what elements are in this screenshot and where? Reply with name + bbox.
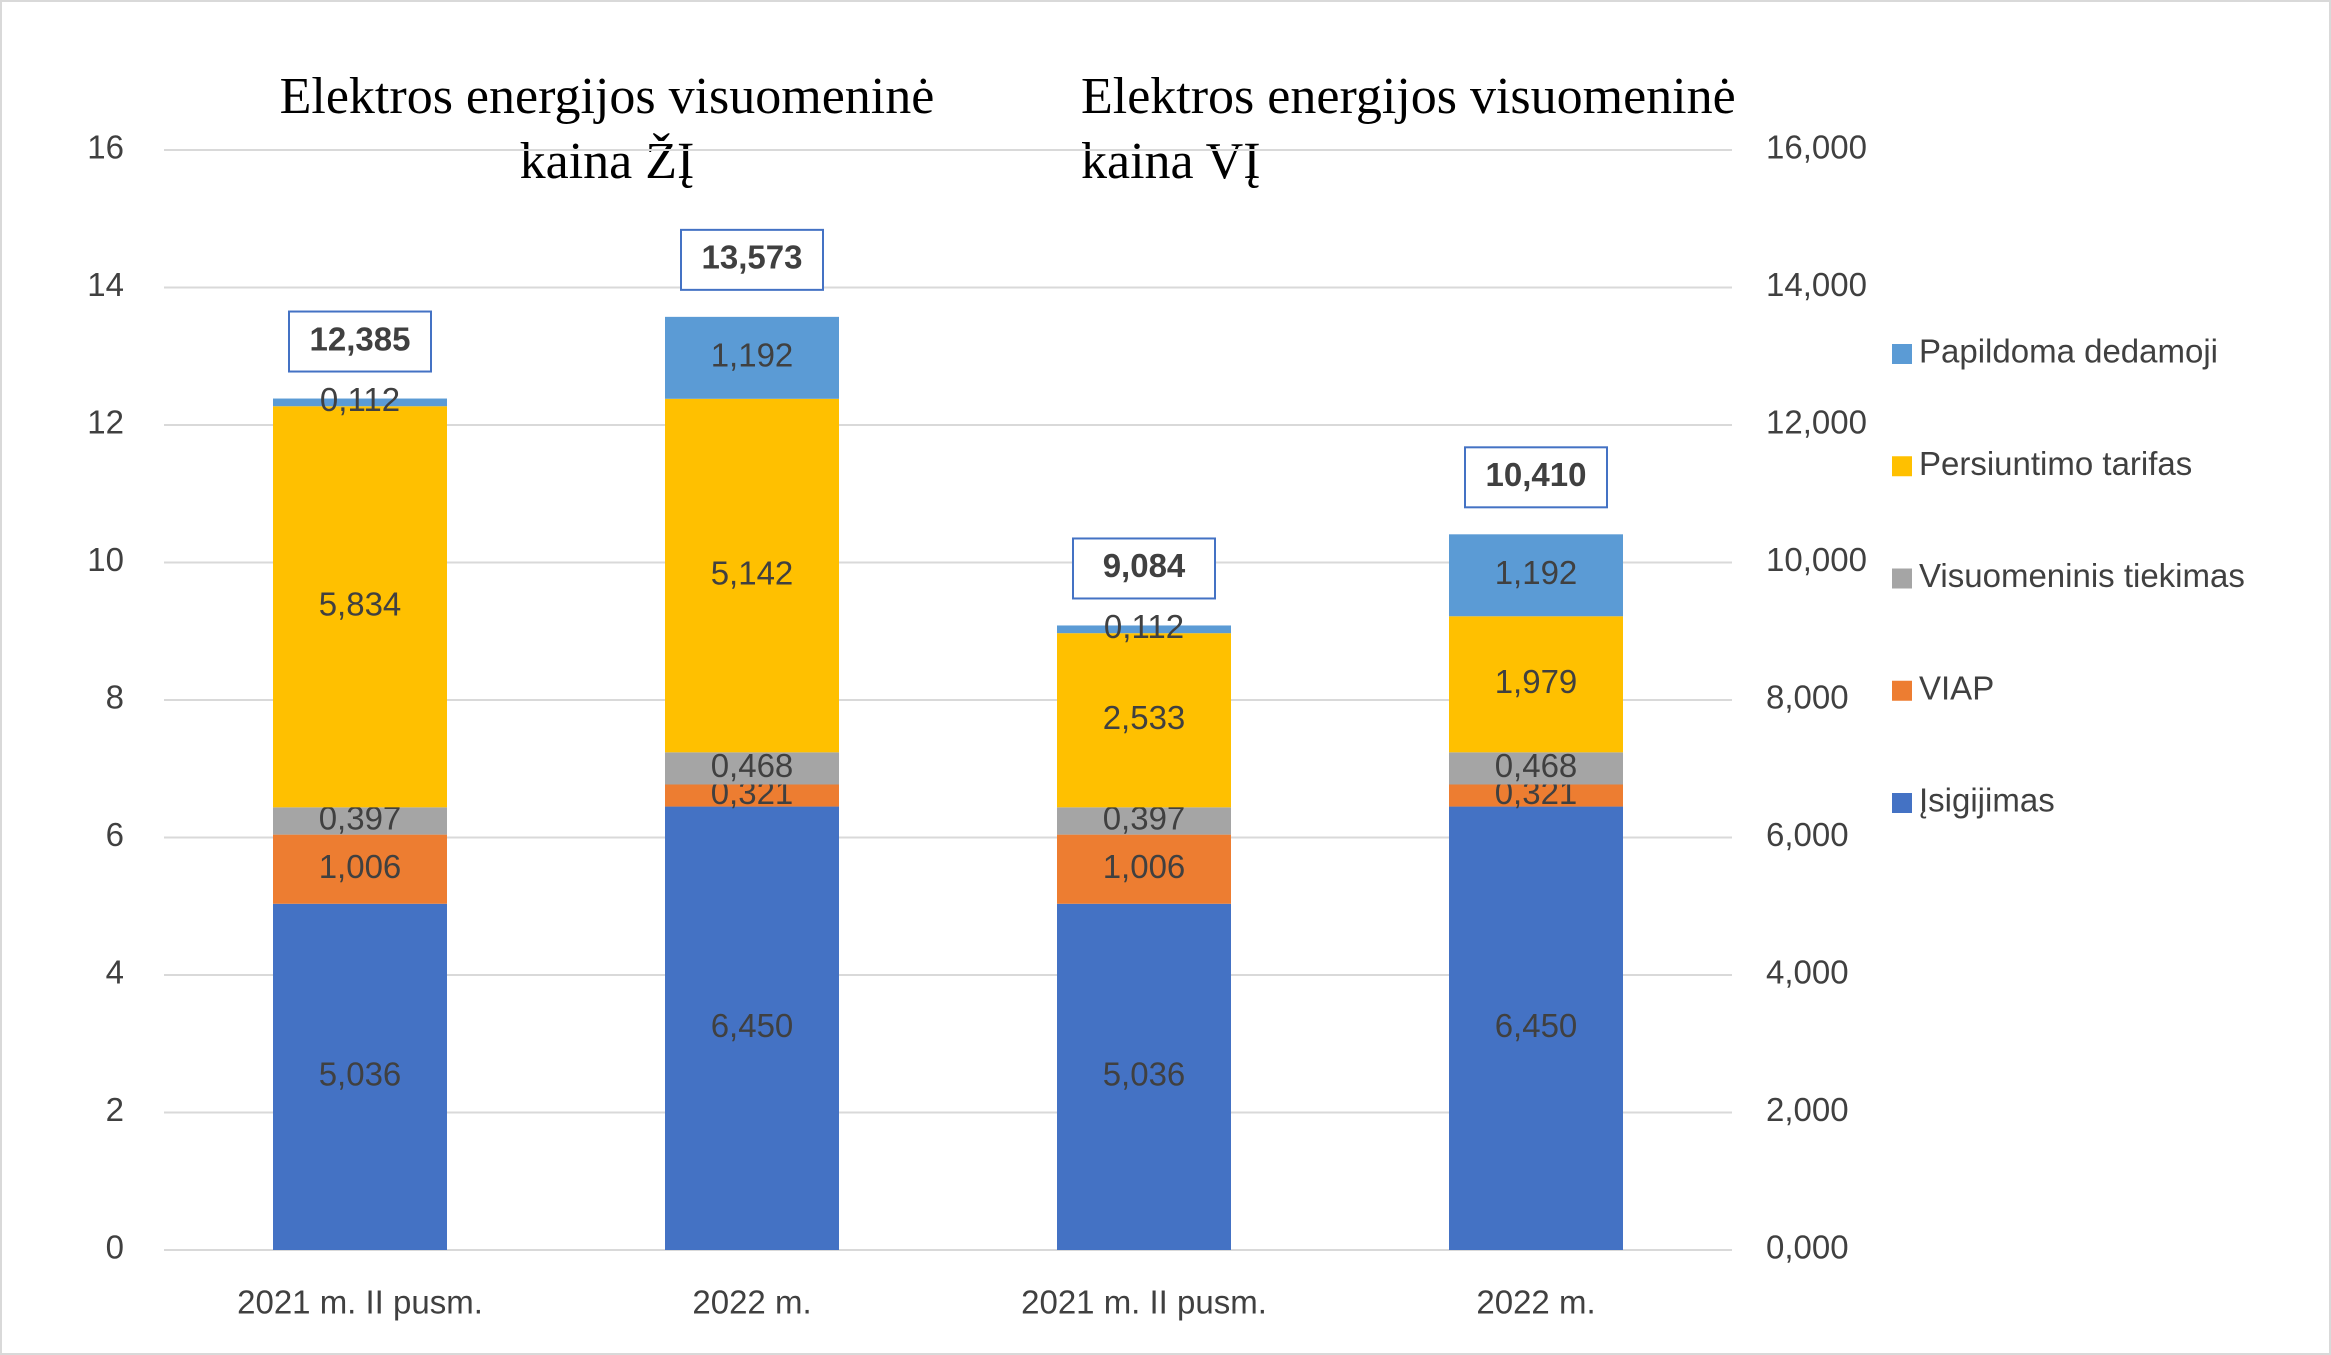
data-label: 6,450	[711, 1007, 794, 1044]
bar-segment	[1449, 616, 1623, 753]
x-tick-label: 2022 m.	[692, 1284, 811, 1321]
bar-segment	[1449, 534, 1623, 617]
data-label: 1,192	[1495, 554, 1578, 591]
bar-segment	[665, 752, 839, 785]
data-label: 1,979	[1495, 663, 1578, 700]
y2-tick-label: 4,000	[1766, 954, 1849, 991]
y2-tick-label: 8,000	[1766, 679, 1849, 716]
total-label: 12,385	[310, 320, 411, 357]
y-tick-label: 2	[106, 1091, 124, 1128]
bar-segment	[1057, 834, 1231, 904]
data-label: 1,006	[1103, 848, 1186, 885]
data-label: 5,036	[319, 1056, 402, 1093]
y-tick-label: 8	[106, 679, 124, 716]
legend-label: Persiuntimo tarifas	[1919, 445, 2192, 482]
total-box	[680, 228, 824, 291]
bar-segment	[1057, 633, 1231, 808]
bar-segment	[273, 834, 447, 904]
bar-segment	[665, 316, 839, 399]
legend-swatch	[1892, 793, 1912, 813]
legend-swatch	[1892, 344, 1912, 364]
chart-title: Elektros energijos visuomeninė	[280, 68, 935, 125]
y-tick-label: 10	[87, 541, 124, 578]
y2-tick-label: 16,000	[1766, 129, 1867, 166]
x-tick-label: 2021 m. II pusm.	[1021, 1284, 1267, 1321]
total-box	[288, 310, 432, 373]
y-tick-label: 0	[106, 1229, 124, 1266]
y2-tick-label: 2,000	[1766, 1091, 1849, 1128]
total-label: 10,410	[1486, 456, 1587, 493]
data-label: 1,192	[711, 337, 794, 374]
chart-title: Elektros energijos visuomeninė	[1081, 68, 1736, 125]
y-tick-label: 12	[87, 404, 124, 441]
data-label: 6,450	[1495, 1007, 1578, 1044]
total-box	[1072, 537, 1216, 600]
y-tick-label: 6	[106, 816, 124, 853]
bar-segment	[1057, 903, 1231, 1250]
y-tick-label: 16	[87, 129, 124, 166]
data-label: 5,142	[711, 554, 794, 591]
legend-label: Papildoma dedamoji	[1919, 333, 2218, 370]
total-box	[1464, 446, 1608, 509]
data-label: 1,006	[319, 848, 402, 885]
data-label: 5,036	[1103, 1056, 1186, 1093]
y2-tick-label: 10,000	[1766, 541, 1867, 578]
data-label: 0,468	[1495, 747, 1578, 784]
legend-swatch	[1892, 680, 1912, 701]
total-label: 13,573	[702, 239, 803, 276]
y2-tick-label: 12,000	[1766, 404, 1867, 441]
chart-title: kaina ŽĮ	[520, 132, 695, 190]
data-label: 2,533	[1103, 699, 1186, 736]
bar-segment	[273, 398, 447, 407]
x-tick-label: 2021 m. II pusm.	[237, 1284, 483, 1321]
bar-segment	[1057, 625, 1231, 634]
bar-segment	[273, 903, 447, 1250]
bar-segment	[1057, 807, 1231, 835]
legend-swatch	[1892, 568, 1912, 589]
legend-label: VIAP	[1919, 669, 1994, 706]
legend-label: Įsigijimas	[1919, 782, 2055, 819]
total-label: 9,084	[1103, 547, 1186, 584]
bar-segment	[273, 807, 447, 835]
bar-segment	[665, 784, 839, 807]
y-tick-label: 14	[87, 266, 124, 303]
bar-segment	[665, 398, 839, 753]
y-tick-label: 4	[106, 954, 124, 991]
bar-segment	[273, 406, 447, 808]
data-label: 0,112	[1104, 608, 1184, 645]
x-tick-label: 2022 m.	[1476, 1284, 1595, 1321]
chart-title: kaina VĮ	[1081, 133, 1261, 190]
y2-tick-label: 14,000	[1766, 266, 1867, 303]
data-label: 5,834	[319, 585, 402, 622]
data-label: 0,468	[711, 747, 794, 784]
legend-swatch	[1892, 456, 1912, 477]
data-label: 0,112	[320, 381, 400, 418]
bar-segment	[665, 806, 839, 1250]
y2-tick-label: 0,000	[1766, 1229, 1849, 1266]
bar-segment	[1449, 784, 1623, 807]
legend-label: Visuomeninis tiekimas	[1919, 557, 2245, 594]
bar-segment	[1449, 752, 1623, 785]
y2-tick-label: 6,000	[1766, 816, 1849, 853]
bar-segment	[1449, 806, 1623, 1250]
